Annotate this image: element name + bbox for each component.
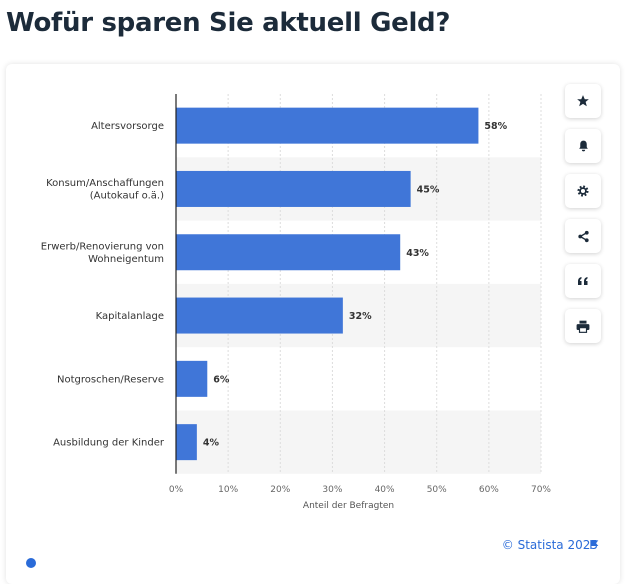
favorite-button[interactable] [565, 84, 601, 118]
category-label: Altersvorsorge [91, 121, 164, 132]
value-label: 45% [417, 184, 440, 195]
quote-icon [578, 277, 588, 285]
print-icon [576, 320, 590, 333]
bar-chart: 0% 10% 20% 30% 40% 50% 60% 70% Anteil der Befrag… [41, 94, 551, 511]
value-label: 58% [484, 121, 507, 132]
x-tick-label: 10% [218, 485, 238, 495]
category-label: Kapitalanlage [96, 311, 164, 322]
x-tick-label: 60% [479, 485, 499, 495]
chart-card: 0% 10% 20% 30% 40% 50% 60% 70% Anteil der Befrag… [6, 64, 620, 584]
category-label: (Autokauf o.ä.) [90, 191, 164, 202]
x-tick-label: 0% [169, 485, 184, 495]
x-tick-label: 70% [531, 485, 551, 495]
x-tick-label: 50% [427, 485, 447, 495]
category-label: Wohneigentum [88, 254, 164, 265]
flag-icon[interactable] [590, 540, 599, 549]
category-label: Konsum/Anschaffungen [46, 178, 164, 189]
row-stripe [176, 410, 541, 474]
page-title: Wofür sparen Sie aktuell Geld? [6, 8, 451, 38]
settings-button[interactable] [565, 174, 601, 208]
print-button[interactable] [565, 309, 601, 343]
bar [176, 234, 401, 271]
notification-button[interactable] [565, 129, 601, 163]
bell-icon [578, 140, 588, 152]
bar [176, 424, 197, 461]
value-label: 43% [406, 248, 429, 259]
value-label: 4% [203, 438, 220, 449]
share-button[interactable] [565, 219, 601, 253]
bottom-indicator [26, 558, 36, 568]
bar [176, 297, 343, 334]
x-tick-label: 20% [270, 485, 290, 495]
cite-button[interactable] [565, 264, 601, 298]
star-icon [577, 95, 589, 107]
statista-credit-link[interactable]: © Statista 2025 [501, 538, 598, 552]
value-label: 6% [213, 374, 230, 385]
bar [176, 107, 479, 144]
category-label: Ausbildung der Kinder [53, 438, 165, 449]
bar [176, 360, 208, 397]
x-tick-label: 40% [375, 485, 395, 495]
bar [176, 170, 411, 207]
x-tick-label: 30% [322, 485, 342, 495]
gear-icon [577, 185, 589, 197]
x-axis-title: Anteil der Befragten [303, 501, 394, 511]
share-icon [577, 230, 589, 242]
category-label: Erwerb/Renovierung von [41, 242, 164, 253]
category-label: Notgroschen/Reserve [57, 374, 164, 385]
value-label: 32% [349, 311, 372, 322]
